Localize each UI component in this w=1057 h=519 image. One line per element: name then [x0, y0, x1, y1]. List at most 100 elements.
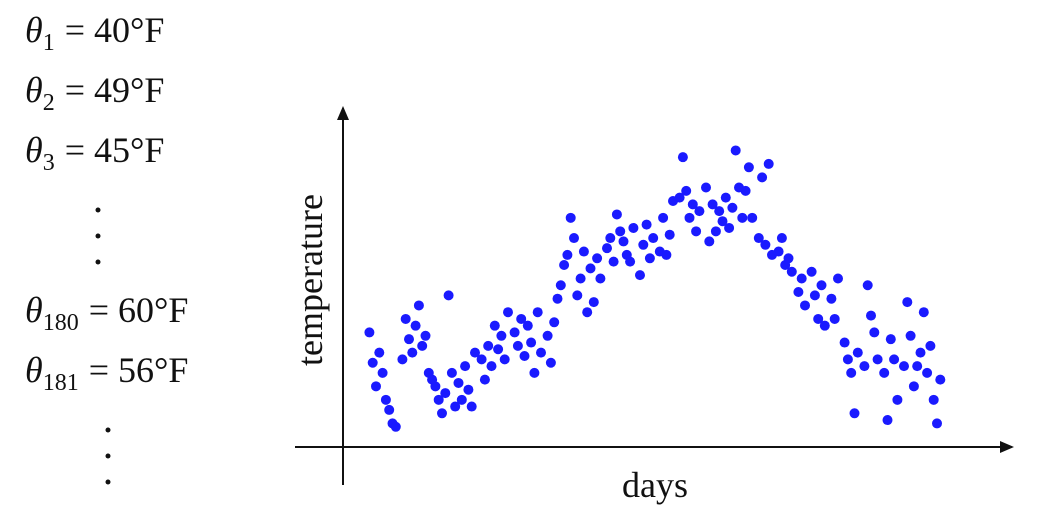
data-point	[466, 401, 477, 412]
data-point	[892, 394, 903, 405]
data-point	[450, 401, 461, 412]
data-point	[661, 249, 672, 260]
data-point	[869, 327, 880, 338]
data-point	[404, 334, 414, 345]
data-point	[516, 313, 527, 324]
theta-symbol: θ	[25, 130, 43, 170]
data-point	[407, 347, 418, 358]
data-point	[664, 229, 675, 240]
data-point	[413, 300, 424, 311]
equation: θ1 = 40°F	[25, 10, 164, 56]
data-point	[430, 381, 441, 392]
data-point	[437, 408, 447, 419]
data-point	[565, 212, 576, 223]
equation-value: = 40°F	[65, 10, 165, 50]
data-point	[440, 388, 451, 399]
equation: θ181 = 56°F	[25, 350, 188, 396]
data-point	[536, 347, 546, 358]
data-point	[793, 286, 804, 297]
data-point	[905, 330, 916, 341]
data-point	[595, 273, 606, 284]
data-point	[499, 354, 510, 365]
scatter-points	[364, 145, 946, 432]
data-point	[417, 340, 428, 351]
data-point	[747, 212, 758, 223]
theta-symbol: θ	[25, 350, 43, 390]
data-point	[522, 320, 533, 331]
data-point	[545, 357, 556, 368]
data-point	[433, 394, 444, 405]
data-point	[829, 313, 840, 324]
data-point	[470, 347, 480, 358]
data-point	[681, 185, 692, 196]
data-point	[740, 185, 751, 196]
data-point	[816, 280, 827, 291]
data-point	[701, 182, 711, 193]
data-point	[862, 280, 873, 291]
data-point	[585, 263, 596, 274]
x-axis-label: days	[622, 465, 688, 505]
equation-value: = 60°F	[89, 290, 189, 330]
data-point	[720, 192, 731, 203]
data-point	[724, 222, 735, 233]
vertical-ellipsis	[95, 207, 111, 485]
subscript: 1	[43, 30, 55, 56]
equation-value: = 56°F	[89, 350, 189, 390]
data-point	[687, 199, 698, 210]
data-point	[658, 212, 669, 223]
data-point	[486, 361, 497, 372]
data-point	[796, 273, 807, 284]
data-point	[922, 367, 933, 378]
equation-value: = 45°F	[65, 130, 165, 170]
data-point	[717, 216, 728, 227]
data-point	[727, 202, 738, 213]
data-point	[849, 408, 860, 419]
data-point	[813, 313, 824, 324]
data-point	[839, 337, 850, 348]
data-point	[377, 367, 388, 378]
data-point	[889, 354, 900, 365]
data-point	[859, 361, 870, 372]
data-point	[743, 162, 754, 173]
data-point	[635, 270, 645, 281]
data-point	[453, 377, 464, 388]
data-point	[625, 256, 636, 267]
data-point	[753, 233, 764, 244]
data-point	[730, 145, 741, 156]
data-point	[542, 330, 553, 341]
data-point	[786, 266, 797, 277]
data-point	[615, 226, 626, 237]
data-point	[819, 320, 830, 331]
data-point	[628, 222, 639, 233]
data-point	[512, 340, 523, 351]
data-point	[918, 307, 929, 318]
equation: θ180 = 60°F	[25, 290, 188, 336]
data-point	[882, 415, 893, 426]
data-point	[371, 381, 381, 392]
equation-value: = 49°F	[65, 70, 165, 110]
data-point	[707, 199, 718, 210]
data-point	[714, 206, 725, 217]
data-point	[493, 344, 504, 355]
data-point	[532, 307, 543, 318]
data-point	[526, 337, 537, 348]
data-point	[446, 367, 457, 378]
data-point	[509, 327, 520, 338]
data-point	[549, 317, 560, 328]
data-point	[575, 273, 586, 284]
data-point	[842, 354, 853, 365]
subscript: 180	[43, 310, 79, 336]
data-point	[826, 293, 837, 304]
data-point	[592, 253, 603, 264]
data-point	[611, 209, 622, 220]
data-point	[879, 367, 890, 378]
data-point	[420, 330, 431, 341]
data-point	[641, 219, 652, 230]
data-point	[463, 384, 474, 395]
equation: θ3 = 45°F	[25, 130, 164, 176]
data-point	[833, 273, 843, 284]
data-point	[483, 340, 494, 351]
data-point	[443, 290, 454, 301]
data-point	[552, 293, 563, 304]
